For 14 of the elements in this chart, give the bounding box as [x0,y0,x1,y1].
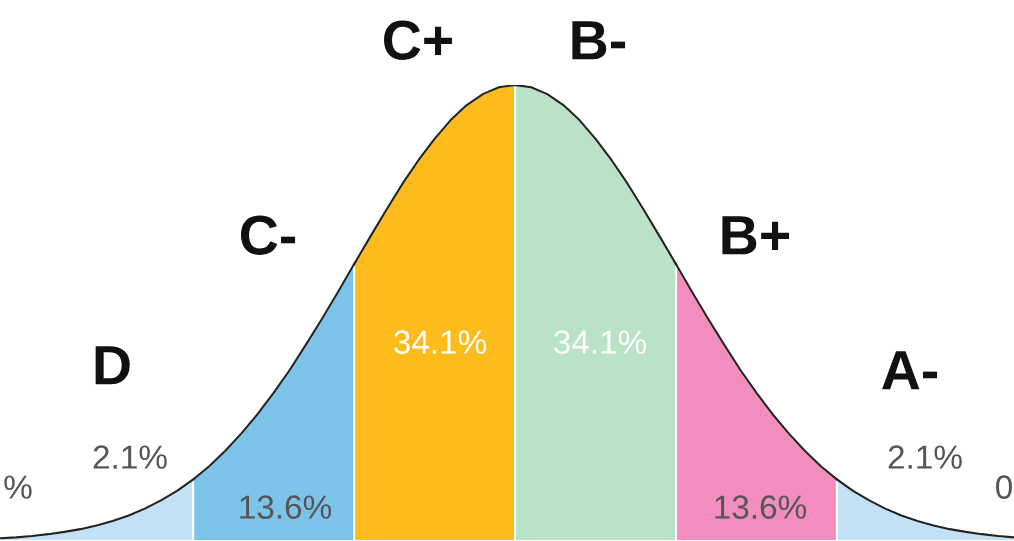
annotation: B+ [722,216,790,255]
annotation: % [4,475,32,499]
annotation: 2.1% [888,445,962,469]
annotation: D [95,346,130,385]
annotation: A- [882,351,938,390]
annotation: 2.1% [93,445,167,469]
annotation: 34.1% [394,330,487,354]
annotation: 13.6% [240,495,332,519]
annotation: 0 [996,475,1012,499]
annotation: 13.6% [715,495,807,519]
text: B- [572,21,626,60]
text: C+ [384,20,453,60]
annotation: C- [240,215,296,255]
annotation: 34.1% [554,330,647,354]
